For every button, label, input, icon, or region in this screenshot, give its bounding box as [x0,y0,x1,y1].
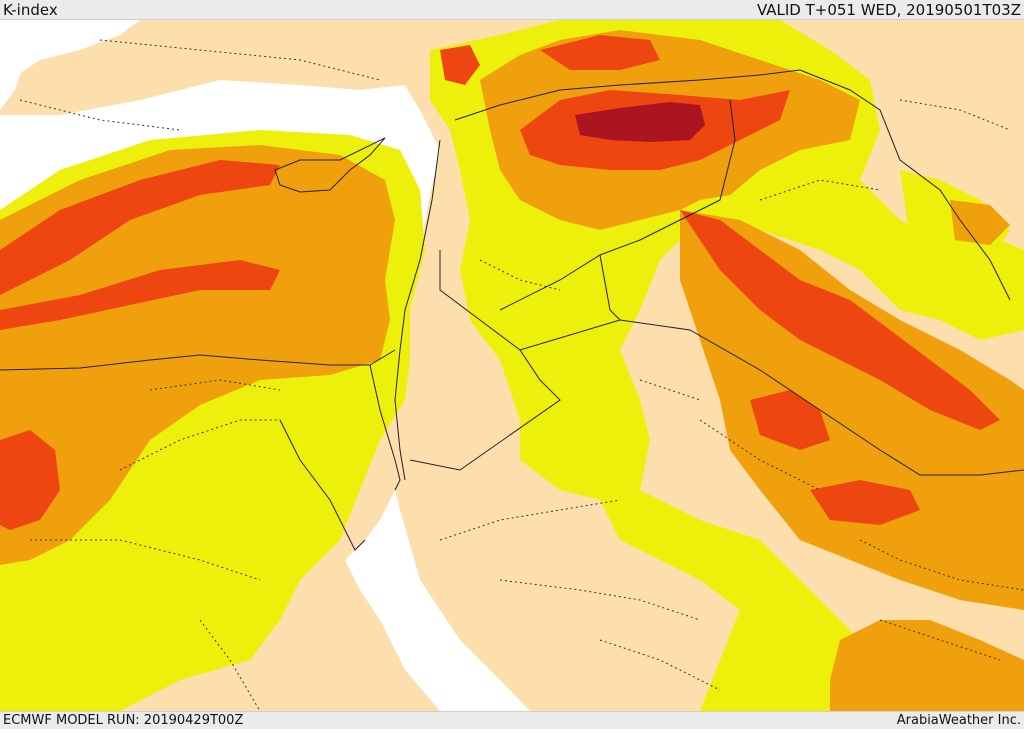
valid-time: VALID T+051 WED, 20190501T03Z [756,0,1021,19]
map-title: K-index [3,0,58,19]
k-index-red-spot-3 [440,45,480,85]
border-iraq-iran [799,69,1011,301]
border-gulf-suez [279,419,366,551]
black-sea [0,20,140,80]
border-saudi-iraq [619,319,1024,476]
k-index-red-spot-1 [750,390,830,450]
credit: ArabiaWeather Inc. [896,713,1021,728]
k-index-red-spot-2 [810,480,920,525]
red-sea [345,490,530,711]
header-bar: K-index VALID T+051 WED, 20190501T03Z [0,0,1024,20]
internal-borders [19,39,1024,711]
aegean-sea [0,20,25,110]
k-index-map [0,20,1024,711]
k-index-orange-south [830,620,1024,711]
k-index-red-west-2 [0,260,280,330]
model-run: ECMWF MODEL RUN: 20190429T00Z [3,713,244,728]
cyprus-outline [274,137,386,193]
k-index-orange-gulf [950,200,1010,245]
k-index-red-west [0,160,280,295]
k-index-red-egypt [0,430,60,530]
map-canvas [0,20,1024,711]
border-turkey-syria [454,69,801,121]
k-index-red-north-2 [540,35,660,70]
border-jordan-saudi [409,349,561,471]
border-jordan-iraq [439,250,621,351]
border-sinai [369,364,401,491]
footer-bar: ECMWF MODEL RUN: 20190429T00Z ArabiaWeat… [0,711,1024,729]
coastline-egypt [0,349,396,371]
k-index-red-iraq [680,210,1000,430]
coastline-levant [394,139,441,481]
k-index-darkred-core [575,102,705,142]
border-syria-iraq [499,99,736,311]
